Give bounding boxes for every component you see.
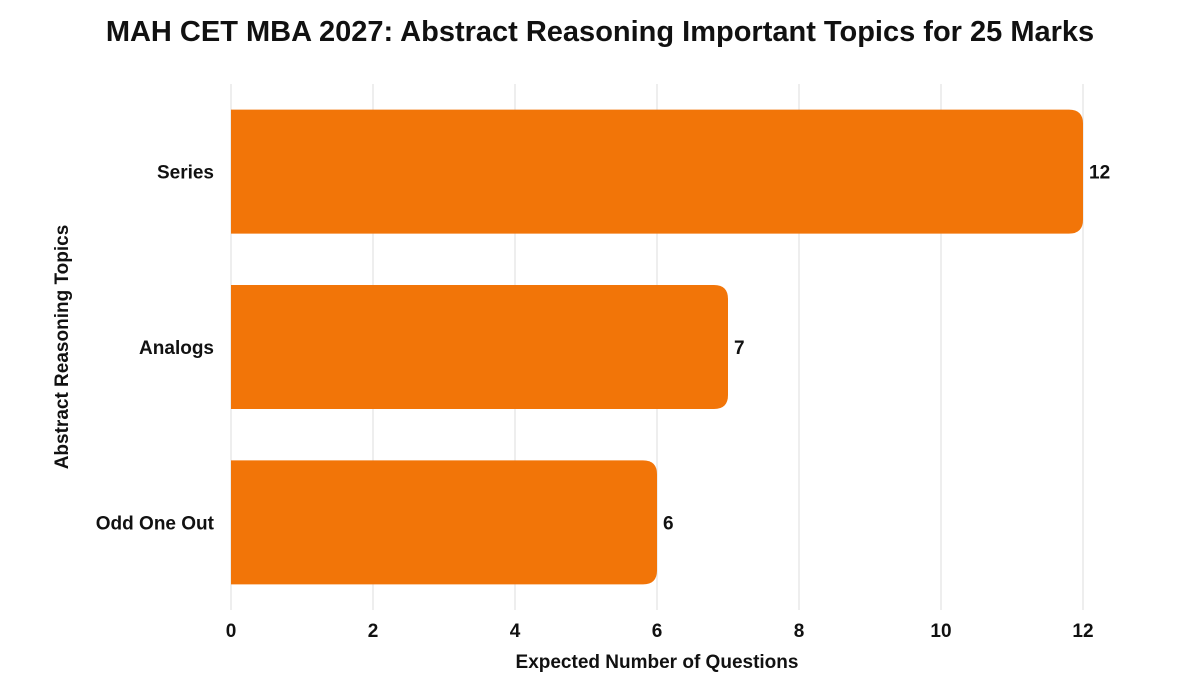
x-tick-labels: 0 2 4 6 8 10 12 — [226, 621, 1094, 642]
x-tick-label: 2 — [368, 621, 379, 642]
x-tick-label: 6 — [652, 621, 663, 642]
category-label: Odd One Out — [96, 513, 215, 534]
bar-series — [231, 109, 1083, 234]
value-label: 6 — [663, 513, 674, 534]
x-tick-label: 10 — [930, 621, 951, 642]
value-label: 7 — [734, 338, 745, 359]
x-tick-label: 0 — [226, 621, 237, 642]
x-tick-label: 12 — [1072, 621, 1093, 642]
bar-odd-one-out — [231, 460, 657, 585]
x-tick-label: 8 — [794, 621, 805, 642]
bars-group — [231, 109, 1083, 585]
x-axis-title: Expected Number of Questions — [516, 652, 799, 673]
category-label: Series — [157, 163, 214, 184]
value-label: 12 — [1089, 163, 1110, 184]
bar-analogs — [231, 285, 728, 409]
y-axis-title: Abstract Reasoning Topics — [52, 225, 73, 470]
value-labels: 12 7 6 — [663, 163, 1110, 535]
chart-title: MAH CET MBA 2027: Abstract Reasoning Imp… — [105, 16, 1095, 48]
category-labels: Series Analogs Odd One Out — [96, 163, 215, 535]
category-label: Analogs — [139, 338, 214, 359]
x-tick-label: 4 — [510, 621, 521, 642]
